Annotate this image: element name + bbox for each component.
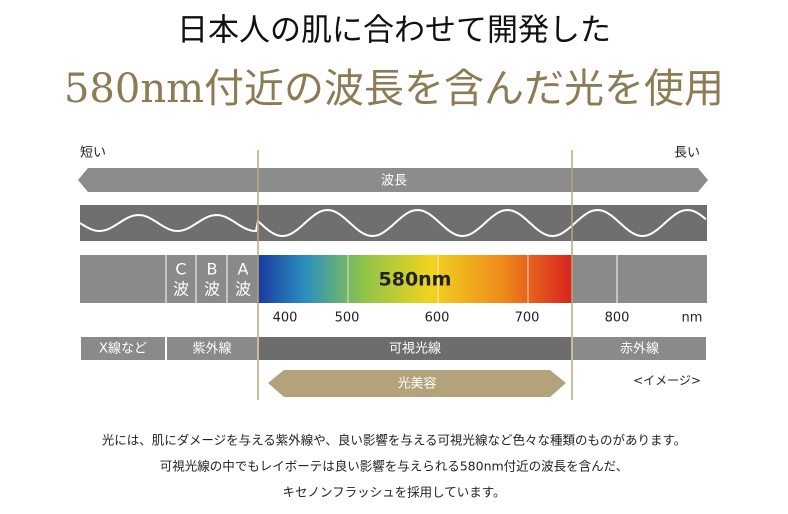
image-note: <イメージ> — [633, 374, 701, 388]
beauty-label: 光美容 — [397, 377, 436, 392]
wavelength-arrow — [78, 168, 708, 192]
uv-letter: A — [238, 260, 249, 279]
regions: X線など 紫外線 可視光線 赤外線 — [81, 337, 706, 360]
wave-band — [80, 205, 707, 241]
uv-wave: 波 — [173, 280, 189, 299]
xray-block — [80, 255, 166, 303]
unit-label: nm — [682, 311, 703, 326]
wavelength-label: 波長 — [381, 174, 407, 189]
wave — [79, 208, 707, 238]
region-block — [259, 337, 571, 360]
title: 日本人の肌に合わせて開発した — [177, 13, 611, 49]
scale-label: 500 — [335, 311, 360, 326]
region-block — [167, 337, 257, 360]
ir-block — [572, 255, 707, 303]
peak-label: 580nm — [379, 269, 452, 291]
region-label: 紫外線 — [192, 341, 231, 357]
scale-label: 600 — [425, 311, 450, 326]
region-label: 可視光線 — [389, 341, 441, 357]
beauty-arrow — [268, 370, 566, 397]
scale-label: 800 — [605, 311, 630, 326]
body-line: 光には、肌にダメージを与える紫外線や、良い影響を与える可視光線など色々な種類のも… — [102, 433, 687, 448]
long-label: 長い — [674, 146, 700, 161]
uv-wave: 波 — [204, 280, 220, 299]
region-block — [573, 337, 706, 360]
short-label: 短い — [80, 146, 106, 161]
subtitle: 580nm付近の波長を含んだ光を使用 — [64, 66, 724, 112]
uv-wave: 波 — [235, 280, 251, 299]
body-text: 光には、肌にダメージを与える紫外線や、良い影響を与える可視光線など色々な種類のも… — [102, 433, 687, 500]
body-line: 可視光線の中でもレイボーテは良い影響を与えられる580nm付近の波長を含んだ、 — [160, 459, 629, 474]
scale-label: 400 — [273, 311, 298, 326]
uv-block — [166, 255, 258, 303]
scale-label: 700 — [515, 311, 540, 326]
body-line: キセノンフラッシュを採用しています。 — [282, 485, 505, 500]
region-block — [81, 337, 165, 360]
uv-letter: C — [175, 260, 186, 279]
uv-letter: B — [207, 260, 218, 279]
visible-spectrum — [258, 255, 572, 303]
region-label: 赤外線 — [620, 341, 659, 357]
scale: 400 500 600 700 800 — [273, 311, 630, 326]
region-label: X線など — [99, 341, 147, 357]
